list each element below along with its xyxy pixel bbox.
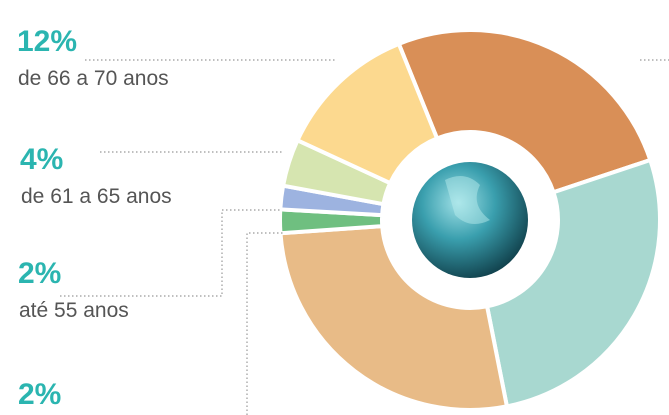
value-label: 12% [17,25,77,58]
chart: 2% 2% até 55 anos 4% de 61 a 65 anos 12% de 66… [0,0,669,415]
category-label: de 61 a 65 anos [21,185,172,208]
value-label: 2% [18,378,61,411]
value-label: 2% [18,257,61,290]
donut-segment [399,30,650,192]
leader-line [247,233,284,415]
category-label: até 55 anos [19,299,129,322]
leader-line [60,210,282,296]
category-label: de 66 a 70 anos [18,67,169,90]
value-label: 4% [20,143,63,176]
